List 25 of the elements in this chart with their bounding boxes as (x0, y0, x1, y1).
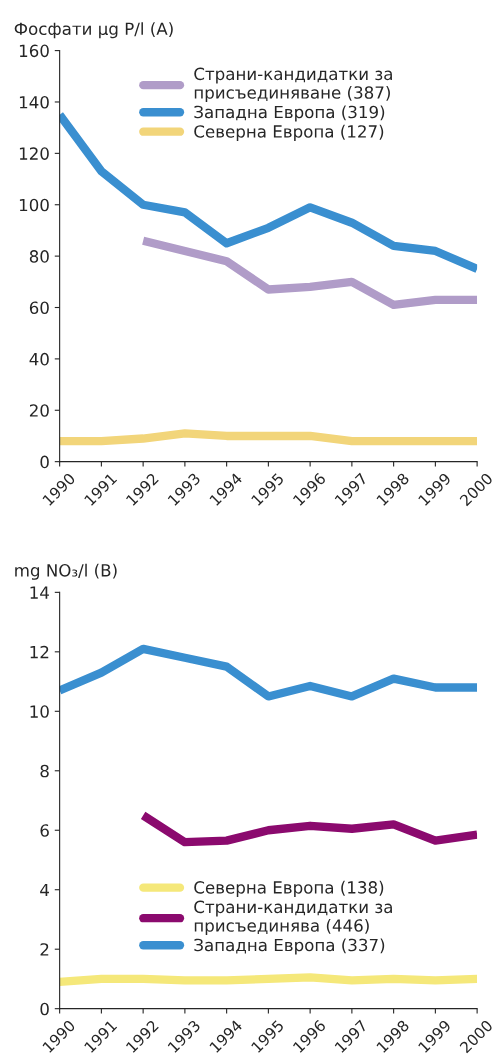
y-tick-label: 2 (40, 943, 49, 956)
y-tick-label: 40 (29, 352, 49, 366)
legend-label: Северна Европа (138) (194, 880, 384, 897)
y-tick-label: 80 (29, 250, 49, 263)
legend-label: Северна Европа (127) (194, 124, 384, 141)
y-tick-label: 0 (40, 455, 49, 469)
y-tick-label: 100 (19, 198, 49, 212)
legend-label: Западна Европа (319) (194, 105, 385, 122)
y-tick-label: 140 (19, 95, 49, 109)
y-tick-label: 6 (40, 824, 49, 837)
y-tick-label: 10 (30, 705, 49, 718)
legend-label: Западна Европа (337) (194, 938, 385, 955)
y-tick-label: 8 (40, 764, 49, 778)
y-tick-label: 12 (30, 645, 49, 659)
y-tick-label: 160 (19, 44, 49, 58)
y-tick-label: 4 (40, 883, 49, 897)
y-tick-label: 60 (29, 301, 49, 315)
y-axis-title: Фосфати µg P/l (A) (14, 22, 173, 39)
y-tick-label: 14 (30, 586, 49, 599)
y-axis-title: mg NO₃/l (B) (15, 563, 117, 580)
legend-label: Страни-кандидатки за присъединяване (387) (194, 67, 392, 103)
y-tick-label: 120 (19, 147, 49, 160)
legend-label: Страни-кандидатки за присъединява (446) (194, 900, 392, 936)
y-tick-label: 0 (40, 1002, 49, 1016)
y-tick-label: 20 (29, 404, 49, 417)
